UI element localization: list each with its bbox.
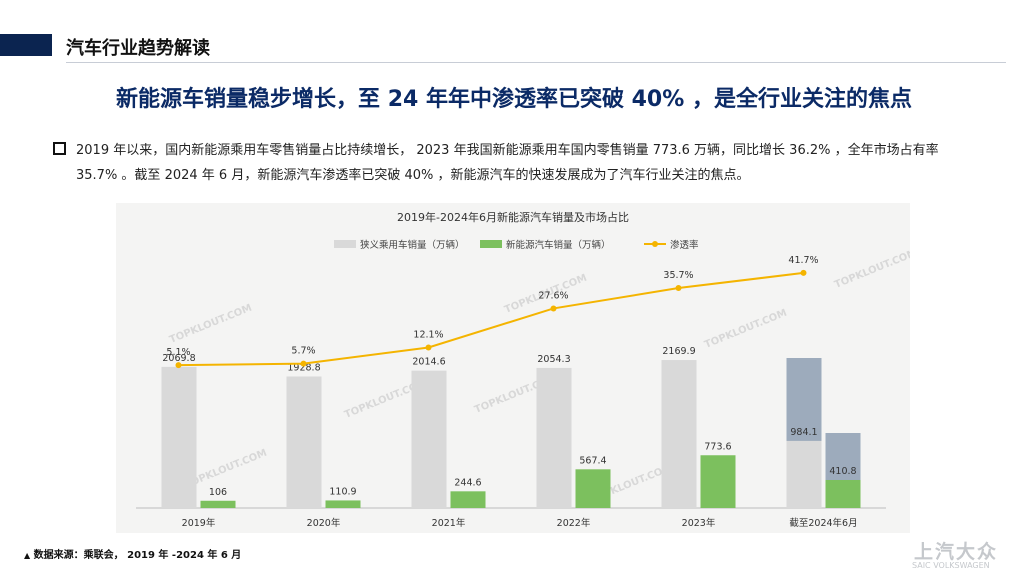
sales-chart: TOPKLOUT.COMTOPKLOUT.COMTOPKLOUT.COMTOPK… — [136, 210, 910, 529]
bar-total-1 — [286, 376, 322, 508]
legend-label-nev: 新能源汽车销量（万辆） — [506, 239, 611, 251]
penetration-point-3 — [550, 305, 557, 312]
bar-total-highlight-5 — [786, 358, 822, 456]
label-total-0: 2069.8 — [162, 353, 195, 364]
legend-label-total: 狭义乘用车销量（万辆） — [360, 239, 465, 251]
x-tick-5: 截至2024年6月 — [789, 517, 857, 529]
brand-logo-en: SAIC VOLKSWAGEN — [912, 561, 990, 570]
penetration-label-3: 27.6% — [538, 290, 568, 301]
penetration-label-2: 12.1% — [413, 330, 443, 341]
legend-swatch-total — [334, 240, 356, 248]
label-total-1: 1928.8 — [287, 362, 320, 373]
label-nev-0: 106 — [209, 487, 227, 498]
x-tick-4: 2023年 — [682, 517, 716, 529]
penetration-label-1: 5.7% — [291, 346, 315, 357]
legend-swatch-nev — [480, 240, 502, 248]
legend-label-penetration: 渗透率 — [670, 239, 699, 251]
bar-nev-3 — [575, 469, 611, 508]
penetration-point-1 — [300, 360, 307, 367]
section-title: 汽车行业趋势解读 — [66, 38, 210, 59]
penetration-point-0 — [175, 362, 182, 369]
bar-total-5 — [786, 440, 822, 508]
label-nev-2: 244.6 — [454, 477, 481, 488]
penetration-point-2 — [425, 344, 432, 351]
label-nev-3: 567.4 — [579, 455, 606, 466]
penetration-line — [178, 271, 804, 367]
watermark-0: TOPKLOUT.COM — [168, 303, 254, 346]
penetration-point-5 — [800, 269, 807, 276]
label-total-4: 2169.9 — [662, 346, 695, 357]
label-total-5: 984.1 — [790, 427, 817, 438]
bar-total-0 — [161, 366, 197, 508]
watermark-4: TOPKLOUT.COM — [703, 308, 789, 351]
legend-marker-penetration — [652, 241, 658, 247]
penetration-label-0: 5.1% — [166, 347, 190, 358]
label-nev-1: 110.9 — [329, 486, 356, 497]
penetration-label-5: 41.7% — [788, 255, 818, 266]
label-nev-4: 773.6 — [704, 441, 731, 452]
penetration-point-4 — [675, 285, 682, 292]
penetration-label-4: 35.7% — [663, 270, 693, 281]
bar-nev-1 — [325, 500, 361, 508]
x-tick-0: 2019年 — [182, 517, 216, 529]
label-total-3: 2054.3 — [537, 354, 570, 365]
label-total-2: 2014.6 — [412, 357, 445, 368]
bar-total-3 — [536, 367, 572, 508]
body-paragraph: 2019 年以来，国内新能源乘用车零售销量占比持续增长， 2023 年我国新能源… — [76, 143, 939, 183]
header-accent-bar — [0, 34, 52, 56]
source-note: ▲ 数据来源：乘联会， 2019 年 -2024 年 6 月 — [24, 546, 241, 561]
x-tick-3: 2022年 — [557, 517, 591, 529]
brand-logo-cn: 上汽大众 — [914, 541, 999, 563]
bar-nev-5 — [825, 479, 861, 508]
chart-container: TOPKLOUT.COM TOPKLOUT.COM TOPKLOUT.COM TOPK… — [116, 203, 910, 533]
watermark-5: TOPKLOUT.COM — [833, 248, 910, 291]
x-tick-1: 2020年 — [307, 517, 341, 529]
bar-nev-4 — [700, 455, 736, 508]
bar-nev-2 — [450, 491, 486, 508]
chart-title: 2019年-2024年6月新能源汽车销量及市场占比 — [397, 210, 629, 224]
bullet-square-icon — [53, 142, 66, 155]
label-nev-5: 410.8 — [829, 466, 856, 477]
bar-nev-0 — [200, 500, 236, 508]
triangle-icon: ▲ — [24, 551, 31, 560]
bar-total-4 — [661, 360, 697, 508]
source-text: 数据来源：乘联会， 2019 年 -2024 年 6 月 — [33, 550, 242, 561]
headline: 新能源车销量稳步增长，至 24 年年中渗透率已突破 40% ，是全行业关注的焦点 — [116, 87, 912, 112]
bar-total-2 — [411, 370, 447, 508]
header-divider — [66, 62, 1006, 63]
x-tick-2: 2021年 — [432, 517, 466, 529]
